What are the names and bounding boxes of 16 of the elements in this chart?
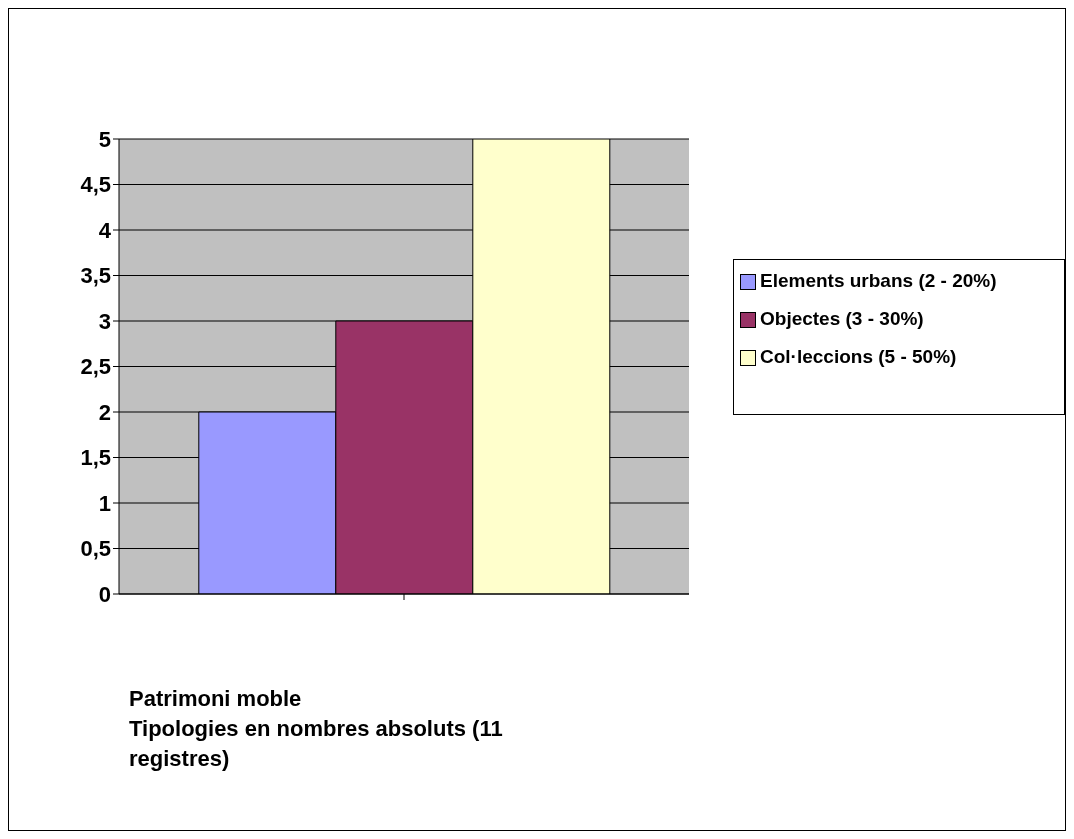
y-tick-label: 5	[98, 126, 111, 152]
legend-label: Col·leccions (5 - 50%)	[760, 346, 957, 368]
y-tick-label: 3,5	[80, 263, 111, 289]
y-tick-label: 2,5	[80, 354, 111, 380]
y-tick-label: 3	[98, 308, 111, 334]
y-tick-label: 0	[98, 581, 111, 607]
y-tick-label: 4,5	[80, 172, 111, 198]
legend-label: Elements urbans (2 - 20%)	[760, 270, 997, 292]
y-tick-label: 0,5	[80, 536, 111, 562]
text: Patrimoni moble	[129, 685, 303, 713]
y-tick-label: 4	[98, 217, 112, 243]
y-tick-label: 1	[98, 490, 111, 516]
legend-label: Objectes (3 - 30%)	[760, 308, 924, 330]
y-tick-label: 1,5	[80, 445, 111, 471]
text: Tipologies en nombres absoluts (11 registres)	[129, 715, 504, 773]
y-tick-label: 2	[98, 399, 111, 425]
